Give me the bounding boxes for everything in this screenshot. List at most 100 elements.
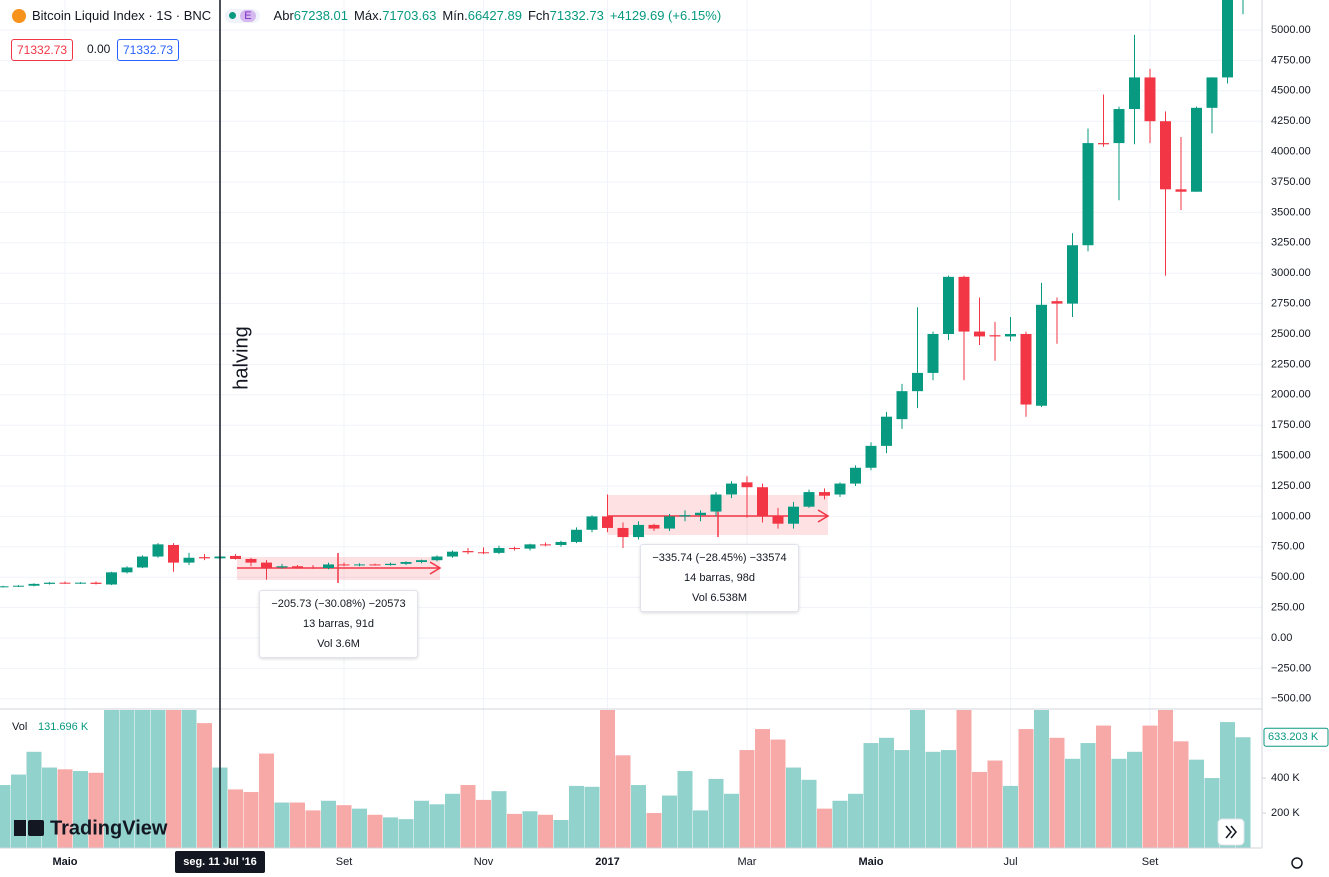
volume-bar <box>538 814 553 848</box>
legend-header: Bitcoin Liquid Index · 1S · BNC E Abr 672… <box>12 8 721 23</box>
volume-bar <box>708 778 724 848</box>
settings-button[interactable] <box>1291 857 1303 869</box>
candle-body <box>524 544 536 549</box>
volume-bar <box>336 805 352 848</box>
ohlc-item: Mín. 66427.89 <box>442 8 522 23</box>
candle-body <box>695 512 706 516</box>
candle-body <box>788 506 799 524</box>
candle-body <box>617 527 629 538</box>
volume-bar <box>243 792 259 848</box>
ohlc-value: 71703.63 <box>382 8 437 23</box>
status[interactable]: E <box>225 8 260 23</box>
candle-body <box>0 586 9 588</box>
last-volume-label: 633.203 K <box>1268 731 1319 743</box>
x-tick-label: Mar <box>738 856 757 868</box>
volume-bar <box>724 793 739 848</box>
candle-body <box>772 516 784 524</box>
volume-bar <box>274 802 290 848</box>
ohlc-value: 67238.01 <box>293 8 349 23</box>
y-tick-label: 3250.00 <box>1271 237 1311 249</box>
candle-body <box>323 564 334 569</box>
candle-body <box>1098 143 1109 145</box>
candle-body <box>710 494 722 512</box>
measure-line: 14 barras, 98d <box>684 572 755 584</box>
volume-bar <box>910 710 925 848</box>
volume-bar <box>429 804 445 848</box>
volume-bar <box>817 808 832 848</box>
buy-price[interactable]: 71332.73 <box>117 39 180 61</box>
candle-body <box>1175 189 1187 192</box>
volume-bar <box>166 710 181 848</box>
candle-body <box>261 562 272 568</box>
x-tick-label: 2017 <box>595 856 619 868</box>
volume-bar <box>57 769 73 848</box>
y-tick-label: 0.00 <box>1271 632 1292 644</box>
volume-bar <box>553 820 569 848</box>
candle-body <box>1113 109 1125 144</box>
volume-bar <box>1158 710 1173 848</box>
y-tick-label: 750.00 <box>1271 541 1305 553</box>
candle-body <box>834 483 846 495</box>
volume-bar <box>1127 751 1142 848</box>
symbol-title: Bitcoin Liquid Index · 1S · BNC <box>32 8 212 23</box>
candle-body <box>137 556 148 568</box>
volume-bar <box>119 710 135 848</box>
candle-body <box>819 492 830 496</box>
volume-bar <box>879 737 894 848</box>
volume-bar <box>507 813 522 848</box>
spread: 0.00 <box>82 39 116 59</box>
y-tick-label: 5000.00 <box>1271 24 1311 36</box>
volume-bar <box>42 767 57 848</box>
volume-bar <box>414 800 429 848</box>
y-tick-label: 4000.00 <box>1271 146 1311 158</box>
ohlc-label: Abr <box>273 8 294 23</box>
volume-bar <box>476 799 491 848</box>
volume-bar <box>1189 759 1204 848</box>
volume-bar <box>894 750 910 848</box>
measure-box: −335.74 (−28.45%) −33574 14 barras, 98d Vo… <box>640 544 799 612</box>
candle-body <box>59 582 71 584</box>
candle-body <box>416 560 427 563</box>
volume-bar <box>584 786 600 848</box>
y-tick-label: 500.00 <box>1271 571 1305 583</box>
candle-body <box>385 563 396 566</box>
candle-body <box>338 564 350 566</box>
volume-bar <box>1034 710 1049 848</box>
volume-bar <box>1173 741 1189 848</box>
volume-bar <box>801 779 817 848</box>
sell-price[interactable]: 71332.73 <box>11 39 74 61</box>
volume-bar <box>770 739 786 848</box>
measure-line: −205.73 (−30.08%) −20573 <box>271 598 406 610</box>
candle-body <box>431 556 443 561</box>
x-tick-label: Maio <box>52 856 77 868</box>
logo-text: TradingView <box>50 817 168 839</box>
candle-body <box>183 557 195 563</box>
candle-body <box>664 516 675 529</box>
ohlc-value: 71332.73 <box>549 8 604 23</box>
volume-bar <box>321 800 336 848</box>
y-tick-label: 4750.00 <box>1271 54 1311 66</box>
volume-bar <box>1220 722 1235 848</box>
candle-body <box>493 548 505 553</box>
volume-legend: 131.696 K <box>38 721 89 733</box>
volume-bar <box>739 750 755 848</box>
measure-line: 13 barras, 91d <box>303 618 374 630</box>
candle-body <box>478 552 489 554</box>
volume-bar <box>925 751 941 848</box>
volume-bar <box>848 793 863 848</box>
change: +4129.69 (+6.15%) <box>609 8 722 23</box>
candle-body <box>974 331 985 337</box>
candle-body <box>726 483 737 495</box>
candle-body <box>276 566 288 568</box>
volume-bar <box>181 710 197 848</box>
candle-body <box>927 334 939 373</box>
crosshair-label: seg. 11 Jul '16 <box>183 856 257 868</box>
volume-bar <box>677 771 693 848</box>
candle-body <box>509 548 520 550</box>
candle-body <box>586 516 598 530</box>
volume-bar <box>615 755 631 848</box>
volume-bar <box>383 817 398 848</box>
candle-body <box>292 566 303 568</box>
candle-body <box>13 585 24 587</box>
